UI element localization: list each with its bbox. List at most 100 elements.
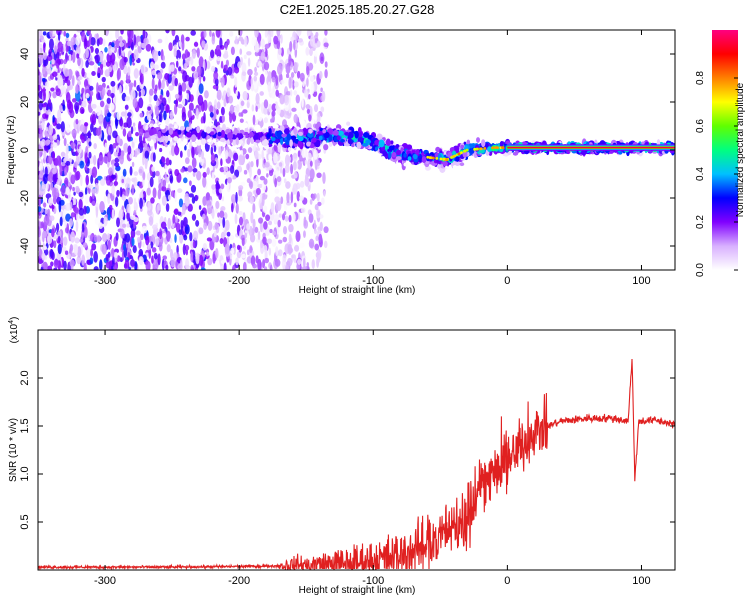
spectrogram-noise-cell [56, 51, 60, 60]
spectrogram-noise-cell [165, 30, 170, 34]
spectrogram-noise-cell [162, 232, 167, 238]
spectrogram-noise-cell [135, 132, 140, 137]
spectrogram-noise-cell [323, 42, 329, 48]
spectrogram-noise-cell [160, 221, 167, 230]
spectrogram-noise-cell [38, 206, 42, 213]
spectrogram-noise-cell [74, 237, 80, 244]
spectrogram-signal-cell [466, 139, 471, 145]
spectrogram-signal-cell [312, 137, 317, 143]
spectrogram-noise-cell [303, 230, 306, 238]
spectrogram-noise-cell [309, 160, 313, 167]
spectrogram-noise-cell [251, 104, 255, 112]
spectrogram-noise-cell [261, 149, 264, 160]
spectrogram-noise-cell [70, 142, 76, 149]
spectrogram-peak-cell [457, 152, 461, 156]
spectrogram-noise-cell [213, 71, 219, 80]
spectrogram-noise-cell [59, 164, 63, 177]
spectrogram-signal-cell [323, 143, 329, 151]
spectrogram-x-ticks: -300 -200 -100 0 100 [94, 30, 651, 287]
spectrogram-noise-cell [160, 102, 165, 113]
spectrogram-noise-cell [78, 75, 83, 81]
spectrogram-noise-cell [142, 30, 146, 39]
spectrogram-noise-cell [292, 183, 298, 195]
spectrogram-signal-cell [356, 141, 362, 150]
spectrogram-noise-cell [38, 100, 43, 111]
spectrogram-signal-cell [476, 137, 480, 143]
spectrogram-noise-cell [281, 213, 286, 221]
spectrogram-signal-cell [192, 121, 196, 129]
spectrogram-noise-cell [228, 95, 234, 104]
spectrogram-noise-cell [126, 116, 132, 129]
spectrogram-peak-cell [431, 156, 435, 160]
spectrogram-noise-cell [274, 177, 278, 188]
spectrogram-noise-cell [180, 219, 184, 229]
spectrogram-noise-cell [174, 234, 177, 243]
spectrogram-noise-cell [133, 68, 139, 79]
spectrogram-noise-cell [52, 151, 56, 162]
spectrogram-signal-cell [162, 135, 166, 140]
spectrogram-noise-cell [181, 111, 187, 122]
spectrogram-peak-cell [435, 156, 439, 160]
spectrogram-noise-cell [258, 112, 263, 122]
spectrogram-signal-cell [374, 146, 379, 151]
spectrogram-noise-cell [225, 42, 228, 51]
spectrogram-y-tick-label: 20 [19, 96, 31, 108]
spectrogram-noise-cell [304, 176, 310, 187]
snr-frame [37, 329, 676, 571]
spectrogram-signal-cell [191, 134, 197, 143]
spectrogram-peak-cell [473, 147, 477, 151]
spectrogram-noise-cell [179, 150, 183, 158]
spectrogram-noise-cell [238, 36, 244, 42]
spectrogram-noise-cell [185, 258, 190, 270]
spectrogram-noise-cell [236, 104, 240, 113]
spectrogram-noise-cell [224, 149, 229, 160]
spectrogram-noise-cell [85, 48, 89, 59]
spectrogram-noise-cell [83, 79, 89, 88]
spectrogram-noise-cell [175, 49, 182, 61]
spectrogram-signal-cell [442, 160, 448, 167]
spectrogram-noise-cell [159, 111, 163, 123]
spectrogram-peak-cell [496, 146, 499, 150]
spectrogram-noise-cell [268, 247, 272, 256]
spectrogram-noise-cell [181, 204, 186, 215]
spectrogram-noise-cell [161, 195, 167, 206]
spectrogram-signal-cell [289, 139, 293, 148]
spectrogram-noise-cell [66, 99, 72, 110]
spectrogram-signal-cell [148, 139, 154, 147]
snr-y-tick-label: 1.5 [19, 418, 31, 433]
spectrogram-signal-cell [293, 127, 297, 135]
spectrogram-noise-cell [232, 264, 236, 270]
spectrogram-signal-cell [382, 150, 388, 157]
spectrogram-noise-cell [198, 56, 204, 68]
spectrogram-noise-cell [316, 172, 322, 179]
spectrogram-noise-cell [73, 161, 78, 169]
spectrogram-noise-cell [273, 151, 278, 164]
spectrogram-noise-cell [164, 72, 170, 80]
spectrogram-noise-cell [253, 78, 258, 90]
spectrogram-noise-cell [181, 39, 185, 51]
spectrogram-noise-cell [73, 207, 79, 214]
spectrogram-noise-cell [214, 157, 219, 169]
spectrogram-noise-cell [246, 249, 250, 256]
spectrogram-noise-cell [309, 35, 316, 47]
spectrogram-noise-cell [140, 64, 146, 75]
spectrogram-noise-cell [75, 84, 79, 94]
spectrogram-noise-cell [223, 98, 227, 107]
spectrogram-signal-cell [177, 129, 182, 135]
spectrogram-noise-cell [109, 102, 115, 111]
spectrogram-peak-cell [475, 147, 479, 151]
spectrogram-noise-cell [72, 186, 75, 192]
spectrogram-noise-cell [243, 169, 248, 175]
spectrogram-noise-cell [223, 165, 229, 172]
spectrogram-x-tick-label: -300 [94, 275, 116, 287]
spectrogram-noise-cell [133, 197, 137, 208]
spectrogram-noise-cell [189, 94, 194, 102]
spectrogram-noise-cell [304, 159, 308, 165]
spectrogram-noise-cell [83, 226, 88, 239]
spectrogram-noise-cell [98, 115, 103, 122]
spectrogram-noise-cell [177, 188, 183, 194]
spectrogram-noise-cell [140, 72, 144, 85]
spectrogram-noise-cell [55, 88, 61, 97]
spectrogram-noise-cell [230, 247, 235, 255]
spectrogram-noise-cell [247, 147, 253, 153]
